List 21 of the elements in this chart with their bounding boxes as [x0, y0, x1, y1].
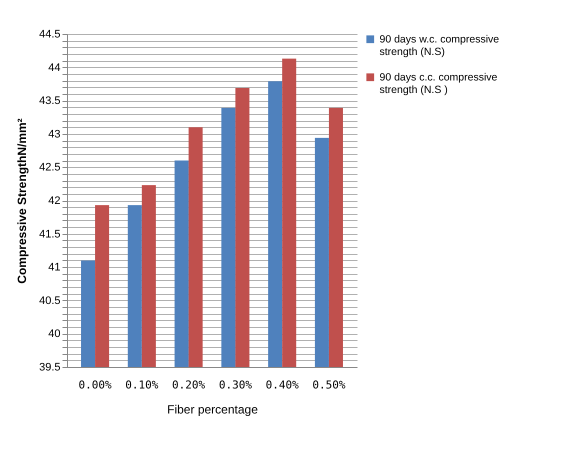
- x-tick-label: 0.40%: [266, 378, 300, 392]
- x-tick-label: 0.00%: [78, 378, 112, 392]
- y-tick-label: 42.5: [39, 162, 60, 174]
- y-tick-label: 44.5: [39, 28, 60, 40]
- x-axis-title: Fiber percentage: [167, 402, 258, 416]
- x-tick-label: 0.10%: [125, 378, 159, 392]
- x-tick-label: 0.50%: [312, 378, 346, 392]
- y-axis-title: Compressive StrengthN/mm²: [15, 118, 30, 284]
- y-tick-label: 39.5: [39, 362, 60, 374]
- y-tick-label: 41: [48, 262, 60, 274]
- legend-label: 90 days w.c. compressive strength (N.S): [380, 33, 500, 58]
- x-tick-label: 0.20%: [172, 378, 206, 392]
- y-tick-label: 44: [48, 62, 60, 74]
- y-tick-label: 42: [48, 195, 60, 207]
- y-tick-label: 41.5: [39, 228, 60, 240]
- y-tick-label: 40: [48, 328, 60, 340]
- y-tick-label: 43: [48, 128, 60, 140]
- legend-label: 90 days c.c. compressive strength (N.S ): [380, 71, 498, 96]
- y-tick-label: 43.5: [39, 95, 60, 108]
- x-tick-label: 0.30%: [218, 378, 252, 392]
- y-tick-label: 40.5: [39, 294, 60, 307]
